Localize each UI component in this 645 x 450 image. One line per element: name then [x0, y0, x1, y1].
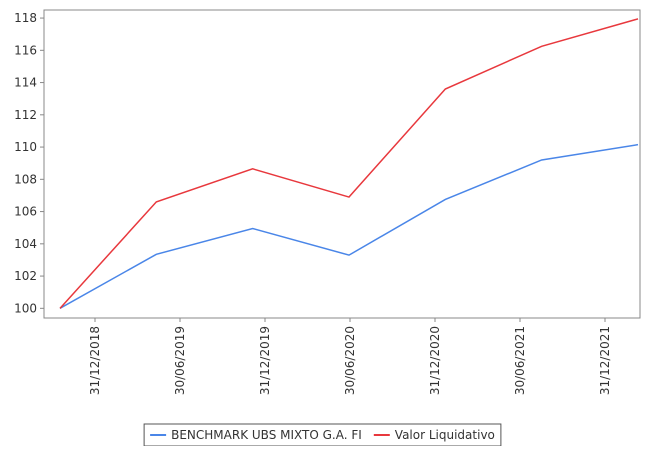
y-tick-label: 118: [14, 11, 37, 25]
legend: BENCHMARK UBS MIXTO G.A. FI Valor Liquida…: [143, 423, 502, 447]
x-tick-label: 31/12/2018: [88, 326, 102, 395]
x-tick-label: 31/12/2020: [428, 326, 442, 395]
y-tick-label: 110: [14, 140, 37, 154]
y-tick-label: 102: [14, 269, 37, 283]
series-line: [59, 143, 639, 309]
x-tick-label: 31/12/2019: [258, 326, 272, 395]
y-tick-label: 108: [14, 172, 37, 186]
legend-label: Valor Liquidativo: [395, 428, 495, 442]
y-tick-label: 114: [14, 76, 37, 90]
x-tick-label: 30/06/2019: [173, 326, 187, 395]
legend-label: BENCHMARK UBS MIXTO G.A. FI: [171, 428, 362, 442]
plot-frame: [43, 9, 641, 319]
x-tick-label: 31/12/2021: [598, 326, 612, 395]
y-tick-label: 112: [14, 108, 37, 122]
y-tick-label: 106: [14, 205, 37, 219]
x-tick-label: 30/06/2020: [343, 326, 357, 395]
y-tick-label: 104: [14, 237, 37, 251]
series-line: [59, 18, 639, 309]
y-tick-label: 116: [14, 43, 37, 57]
x-tick-label: 30/06/2021: [513, 326, 527, 395]
y-tick-label: 100: [14, 301, 37, 315]
